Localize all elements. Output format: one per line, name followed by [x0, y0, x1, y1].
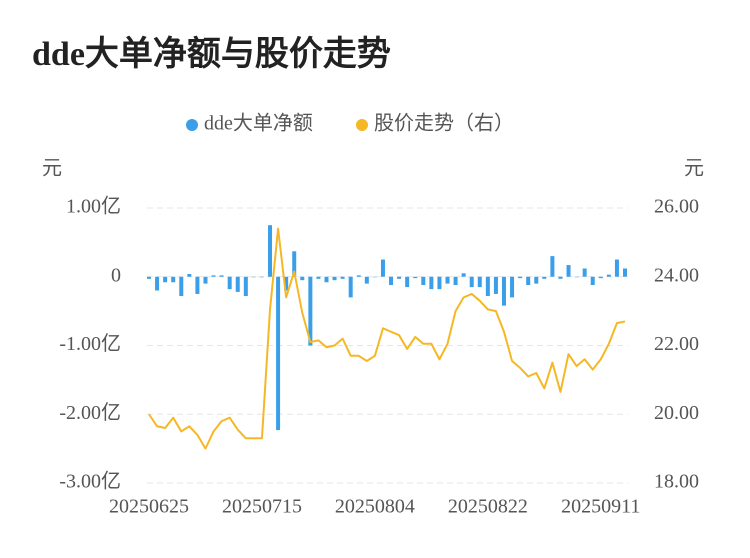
bar	[574, 276, 579, 278]
y-tick-label: -2.00亿	[59, 401, 121, 424]
bar	[292, 251, 297, 277]
bar	[461, 273, 466, 277]
bar	[397, 276, 402, 279]
x-tick-label: 20250625	[109, 496, 189, 518]
bar	[493, 276, 498, 294]
x-tick-label: 20250804	[335, 496, 415, 518]
bar	[316, 276, 321, 279]
bar	[501, 276, 506, 306]
bar	[276, 276, 281, 431]
bar	[203, 276, 208, 284]
bar	[235, 276, 240, 292]
legend-marker	[186, 119, 198, 131]
bar	[195, 276, 200, 294]
bar	[598, 276, 603, 279]
bar	[324, 276, 329, 283]
legend-label: 股价走势（右）	[374, 112, 514, 135]
y2-tick-label: 18.00	[654, 471, 699, 493]
bar	[518, 276, 523, 279]
bar	[211, 275, 216, 277]
bar	[364, 276, 369, 284]
bar	[300, 276, 305, 281]
bar	[268, 225, 273, 277]
bar	[356, 275, 361, 277]
bar	[623, 268, 627, 277]
bar	[469, 276, 474, 288]
bar	[380, 259, 385, 277]
bar	[227, 276, 232, 290]
bar	[437, 276, 442, 290]
legend-label: dde大单净额	[204, 112, 313, 135]
bar	[590, 276, 595, 285]
y2-tick-label: 24.00	[654, 264, 699, 286]
bar	[405, 276, 410, 288]
bar	[534, 276, 539, 284]
price-line	[148, 227, 626, 450]
bar	[284, 276, 289, 291]
bar	[477, 276, 482, 288]
bar	[445, 276, 450, 284]
bar	[526, 276, 531, 285]
y2-unit: 元	[684, 158, 704, 180]
bar	[251, 276, 256, 278]
bar	[510, 276, 515, 298]
bar	[171, 276, 176, 283]
y2-tick-label: 20.00	[654, 402, 699, 424]
bar	[606, 274, 611, 277]
y-tick-label: -3.00亿	[59, 470, 121, 493]
bar	[614, 259, 619, 277]
bar	[187, 274, 192, 277]
x-tick-label: 20250822	[448, 496, 528, 518]
chart-title: dde大单净额与股价走势	[32, 35, 391, 73]
y-tick-label: 1.00亿	[66, 195, 121, 218]
bar	[453, 276, 458, 285]
y-tick-label: 0	[111, 264, 121, 286]
bar	[155, 276, 160, 291]
x-tick-label: 20250911	[561, 496, 640, 518]
bar	[582, 268, 587, 277]
bar	[147, 276, 151, 279]
bar	[243, 276, 248, 296]
bar	[372, 276, 377, 278]
bar	[340, 276, 345, 279]
bar	[413, 276, 418, 279]
bar	[219, 275, 224, 277]
y2-tick-label: 26.00	[654, 196, 699, 218]
bar	[389, 276, 394, 285]
bar	[558, 276, 563, 279]
bar	[308, 276, 313, 346]
bar	[259, 276, 264, 278]
bar	[566, 265, 571, 277]
y-tick-label: -1.00亿	[59, 332, 121, 355]
legend-marker	[356, 119, 368, 131]
bar	[179, 276, 184, 296]
bar	[542, 276, 547, 279]
y-unit: 元	[42, 158, 62, 180]
bar	[429, 276, 434, 290]
x-tick-label: 20250715	[222, 496, 302, 518]
y2-tick-label: 22.00	[654, 333, 699, 355]
bar	[332, 276, 337, 281]
bar	[163, 276, 168, 283]
bar	[348, 276, 353, 298]
bar	[421, 276, 426, 285]
bar	[485, 276, 490, 296]
bar	[550, 256, 555, 277]
